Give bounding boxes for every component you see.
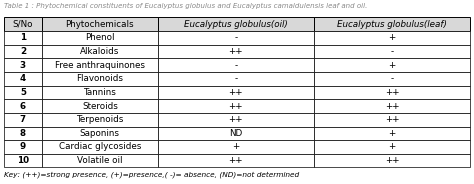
Bar (42, 58, 158, 72)
Text: 10: 10 (17, 156, 29, 165)
Text: Flavonoids: Flavonoids (76, 74, 123, 83)
Text: Volatile oil: Volatile oil (77, 156, 123, 165)
Bar (314, 140, 470, 154)
Bar (314, 113, 470, 127)
Text: Key: (++)=strong presence, (+)=presence,( -)= absence, (ND)=not determined: Key: (++)=strong presence, (+)=presence,… (4, 171, 299, 178)
Bar (4, 99, 42, 113)
Text: -: - (391, 74, 393, 83)
Text: -: - (234, 61, 237, 70)
Bar (4, 45, 42, 58)
Bar (4, 58, 42, 72)
Text: 3: 3 (20, 61, 26, 70)
Text: Eucalyptus globulus(leaf): Eucalyptus globulus(leaf) (337, 20, 447, 29)
Text: Eucalyptus globulus(oil): Eucalyptus globulus(oil) (184, 20, 288, 29)
Bar (314, 72, 470, 86)
Bar (158, 99, 314, 113)
Bar (4, 154, 42, 167)
Text: 9: 9 (20, 142, 26, 151)
Bar (4, 113, 42, 127)
Bar (42, 99, 158, 113)
Text: Phenol: Phenol (85, 33, 115, 43)
Bar (158, 86, 314, 99)
Bar (4, 86, 42, 99)
Text: Steroids: Steroids (82, 102, 118, 111)
Text: Tannins: Tannins (83, 88, 116, 97)
Bar (4, 31, 42, 45)
Bar (314, 45, 470, 58)
Bar (314, 86, 470, 99)
Text: +: + (389, 142, 396, 151)
Bar (158, 127, 314, 140)
Bar (42, 86, 158, 99)
Text: -: - (234, 74, 237, 83)
Bar (314, 127, 470, 140)
Bar (158, 113, 314, 127)
Text: S/No: S/No (13, 20, 33, 29)
Bar (42, 154, 158, 167)
Bar (314, 154, 470, 167)
Text: ++: ++ (385, 88, 399, 97)
Bar (4, 17, 42, 31)
Text: 8: 8 (20, 129, 26, 138)
Text: ++: ++ (385, 115, 399, 124)
Text: ND: ND (229, 129, 243, 138)
Text: 4: 4 (20, 74, 26, 83)
Bar (42, 127, 158, 140)
Text: Phytochemicals: Phytochemicals (65, 20, 134, 29)
Text: ++: ++ (228, 102, 243, 111)
Bar (42, 45, 158, 58)
Text: +: + (232, 142, 239, 151)
Text: ++: ++ (385, 102, 399, 111)
Text: ++: ++ (228, 115, 243, 124)
Text: -: - (391, 47, 393, 56)
Bar (158, 31, 314, 45)
Bar (42, 72, 158, 86)
Text: ++: ++ (385, 156, 399, 165)
Text: +: + (389, 61, 396, 70)
Bar (4, 127, 42, 140)
Bar (158, 45, 314, 58)
Text: ++: ++ (228, 88, 243, 97)
Bar (42, 31, 158, 45)
Bar (42, 17, 158, 31)
Text: +: + (389, 33, 396, 43)
Text: 7: 7 (20, 115, 26, 124)
Bar (158, 154, 314, 167)
Bar (158, 17, 314, 31)
Bar (314, 31, 470, 45)
Text: -: - (234, 33, 237, 43)
Bar (4, 140, 42, 154)
Text: ++: ++ (228, 47, 243, 56)
Bar (314, 99, 470, 113)
Bar (42, 113, 158, 127)
Text: Saponins: Saponins (80, 129, 120, 138)
Text: 1: 1 (20, 33, 26, 43)
Text: Table 1 : Phytochemical constituents of Eucalyptus globulus and Eucalyptus camal: Table 1 : Phytochemical constituents of … (4, 3, 367, 9)
Bar (158, 58, 314, 72)
Text: 6: 6 (20, 102, 26, 111)
Text: Terpenoids: Terpenoids (76, 115, 124, 124)
Text: 2: 2 (20, 47, 26, 56)
Text: ++: ++ (228, 156, 243, 165)
Bar (158, 140, 314, 154)
Bar (4, 72, 42, 86)
Text: +: + (389, 129, 396, 138)
Text: Free anthraquinones: Free anthraquinones (55, 61, 145, 70)
Text: 5: 5 (20, 88, 26, 97)
Bar (158, 72, 314, 86)
Text: Cardiac glycosides: Cardiac glycosides (59, 142, 141, 151)
Bar (314, 58, 470, 72)
Bar (314, 17, 470, 31)
Text: Alkaloids: Alkaloids (80, 47, 119, 56)
Bar (42, 140, 158, 154)
